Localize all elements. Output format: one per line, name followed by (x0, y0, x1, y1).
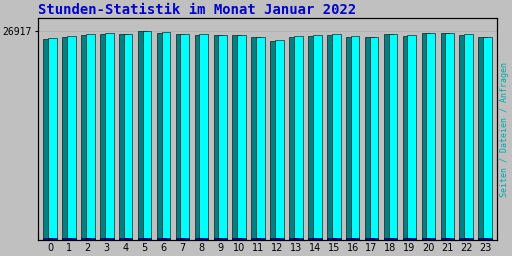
Text: Stunden-Statistik im Monat Januar 2022: Stunden-Statistik im Monat Januar 2022 (38, 3, 356, 17)
Bar (351, 239, 359, 240)
Bar (100, 34, 109, 240)
Bar (199, 34, 208, 240)
Bar (143, 31, 152, 240)
Bar (270, 239, 279, 240)
Bar (67, 239, 76, 240)
Bar (275, 40, 284, 240)
Bar (478, 37, 487, 240)
Bar (270, 41, 279, 240)
Bar (464, 239, 473, 240)
Bar (195, 239, 203, 240)
Bar (289, 37, 298, 240)
Bar (256, 239, 265, 240)
Bar (403, 36, 412, 240)
Bar (157, 33, 165, 240)
Bar (105, 239, 114, 240)
Bar (138, 30, 146, 240)
Bar (313, 35, 322, 240)
Bar (214, 239, 222, 240)
Bar (422, 239, 431, 240)
Bar (294, 36, 303, 240)
Bar (105, 33, 114, 240)
Bar (48, 239, 57, 240)
Bar (308, 239, 317, 240)
Bar (232, 35, 241, 240)
Bar (86, 239, 95, 240)
Bar (195, 35, 203, 240)
Bar (256, 37, 265, 240)
Bar (459, 35, 468, 240)
Bar (161, 239, 170, 240)
Bar (327, 35, 336, 240)
Bar (237, 239, 246, 240)
Bar (199, 239, 208, 240)
Bar (483, 37, 492, 240)
Bar (483, 239, 492, 240)
Bar (332, 239, 340, 240)
Bar (294, 239, 303, 240)
Bar (313, 239, 322, 240)
Bar (180, 34, 189, 240)
Bar (403, 239, 412, 240)
Bar (445, 33, 454, 240)
Bar (157, 239, 165, 240)
Bar (214, 35, 222, 240)
Bar (43, 39, 52, 240)
Bar (370, 239, 378, 240)
Bar (161, 32, 170, 240)
Y-axis label: Seiten / Dateien / Anfragen: Seiten / Dateien / Anfragen (500, 62, 509, 197)
Bar (62, 239, 71, 240)
Bar (459, 239, 468, 240)
Bar (384, 34, 393, 240)
Bar (81, 239, 90, 240)
Bar (176, 34, 184, 240)
Bar (138, 239, 146, 240)
Bar (86, 34, 95, 240)
Bar (275, 239, 284, 240)
Bar (218, 35, 227, 240)
Bar (389, 239, 397, 240)
Bar (440, 33, 450, 240)
Bar (124, 34, 133, 240)
Bar (43, 239, 52, 240)
Bar (176, 239, 184, 240)
Bar (119, 239, 127, 240)
Bar (237, 35, 246, 240)
Bar (440, 239, 450, 240)
Bar (81, 35, 90, 240)
Bar (62, 37, 71, 240)
Bar (218, 239, 227, 240)
Bar (408, 239, 416, 240)
Bar (327, 239, 336, 240)
Bar (119, 34, 127, 240)
Bar (143, 239, 152, 240)
Bar (478, 239, 487, 240)
Bar (289, 239, 298, 240)
Bar (426, 33, 435, 240)
Bar (346, 37, 355, 240)
Bar (365, 37, 374, 240)
Bar (464, 34, 473, 240)
Bar (232, 239, 241, 240)
Bar (351, 36, 359, 240)
Bar (370, 37, 378, 240)
Bar (408, 35, 416, 240)
Bar (426, 239, 435, 240)
Bar (389, 34, 397, 240)
Bar (251, 37, 260, 240)
Bar (67, 36, 76, 240)
Bar (180, 239, 189, 240)
Bar (445, 239, 454, 240)
Bar (124, 239, 133, 240)
Bar (308, 36, 317, 240)
Bar (384, 239, 393, 240)
Bar (346, 239, 355, 240)
Bar (48, 38, 57, 240)
Bar (332, 34, 340, 240)
Bar (100, 239, 109, 240)
Bar (422, 33, 431, 240)
Bar (365, 239, 374, 240)
Bar (251, 239, 260, 240)
